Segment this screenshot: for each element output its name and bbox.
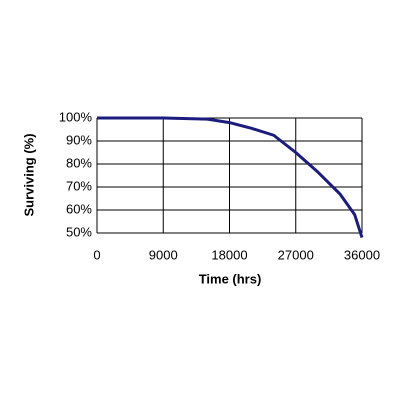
y-tick-label: 100%	[59, 109, 93, 124]
y-tick-label: 90%	[66, 132, 92, 147]
y-tick-label: 70%	[66, 178, 92, 193]
y-tick-label: 60%	[66, 201, 92, 216]
y-tick-label: 50%	[66, 224, 92, 239]
x-tick-label: 9000	[149, 247, 178, 262]
y-tick-label: 80%	[66, 155, 92, 170]
x-tick-label: 0	[93, 247, 100, 262]
x-tick-label: 36000	[344, 247, 380, 262]
line-series	[97, 116, 364, 239]
x-axis-title: Time (hrs)	[199, 271, 262, 286]
x-tick-label: 27000	[278, 247, 314, 262]
x-tick-label: 18000	[211, 247, 247, 262]
y-axis-title: Surviving (%)	[21, 133, 36, 216]
